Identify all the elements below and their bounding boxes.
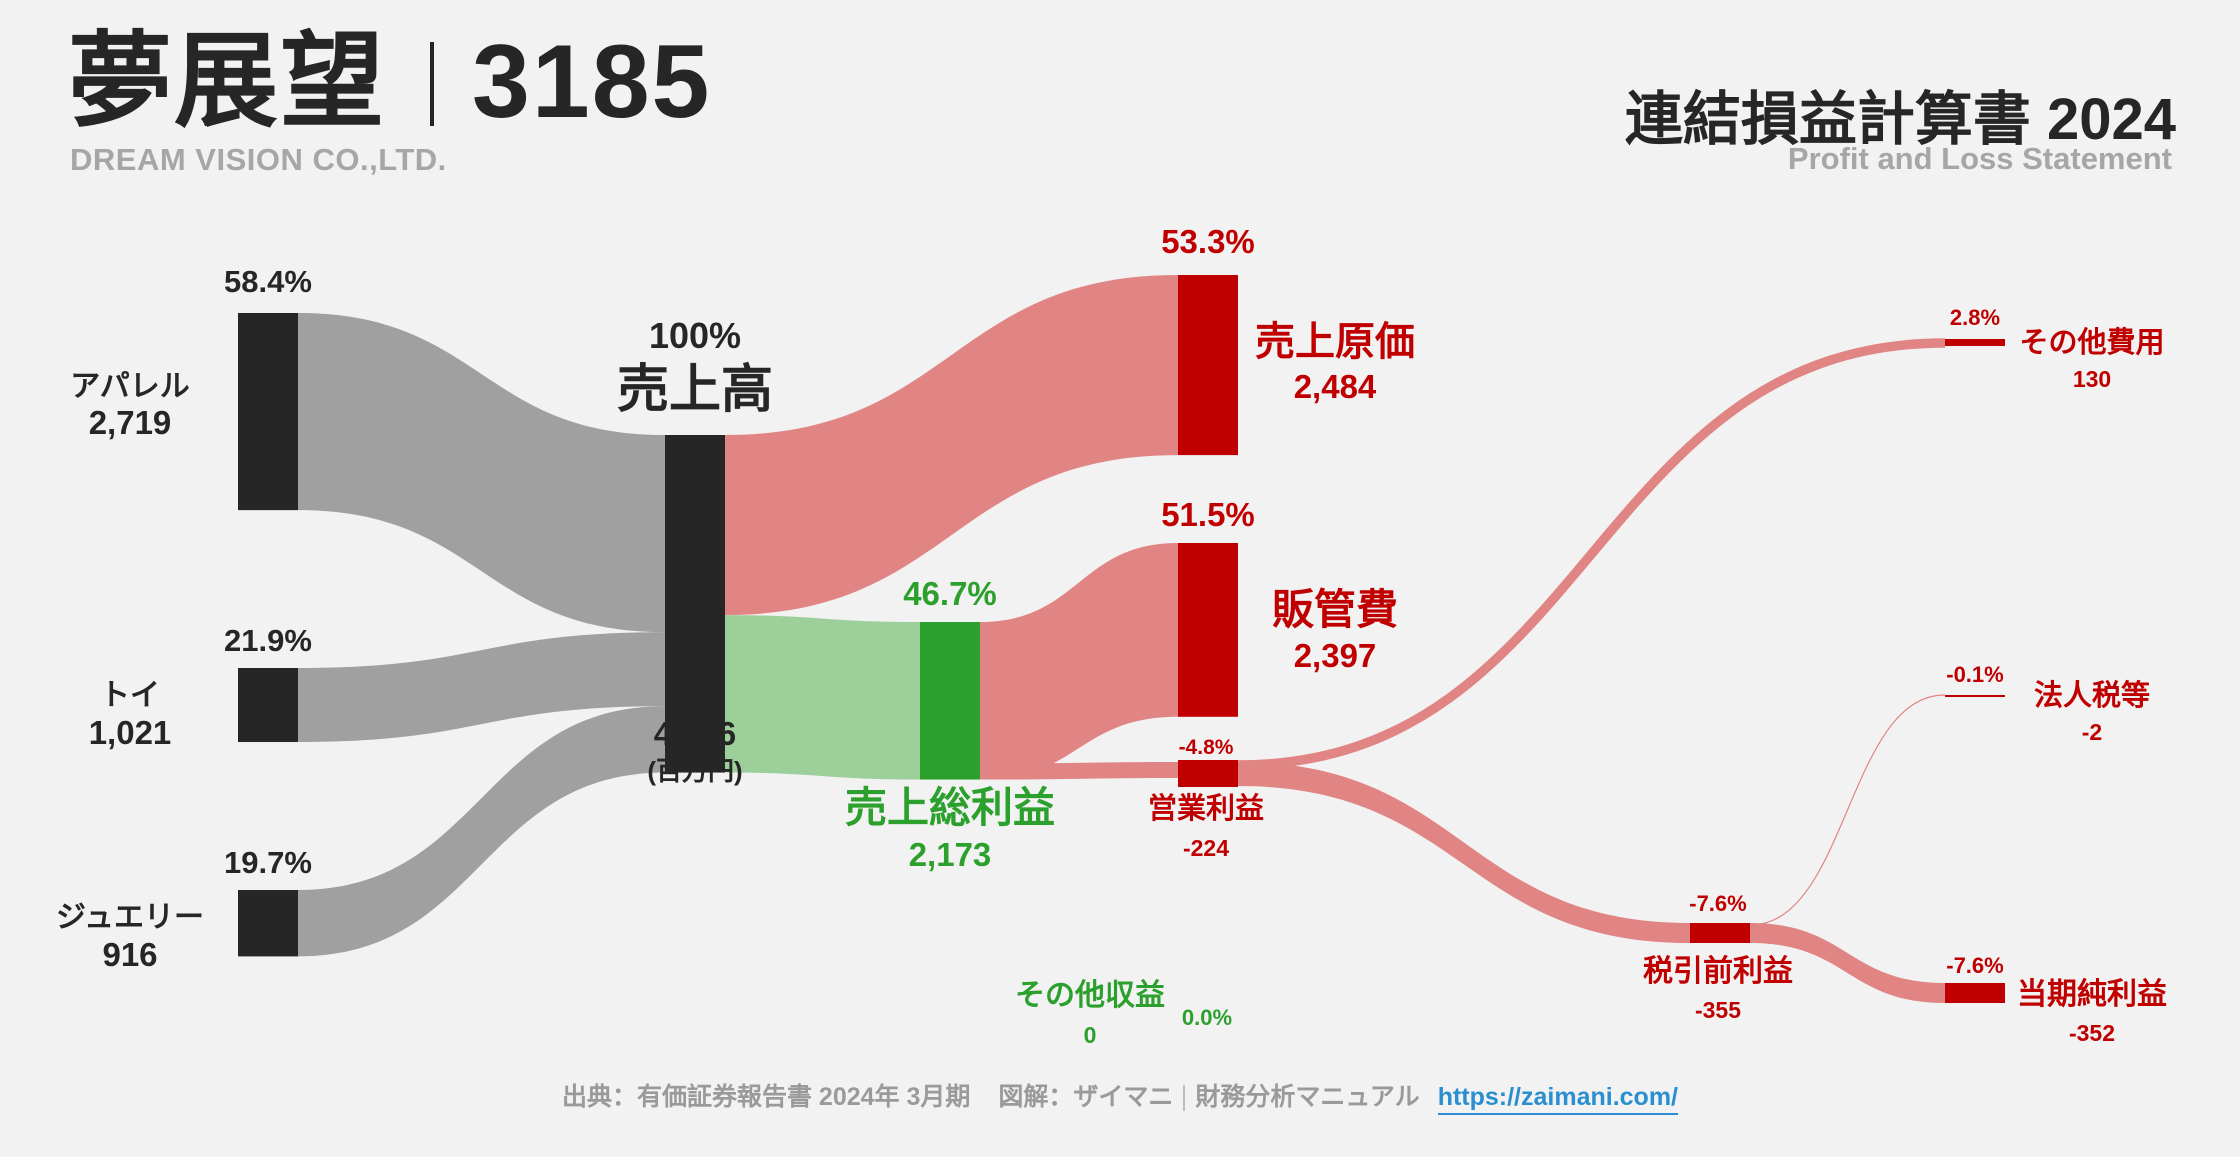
source-note: 出典：有価証券報告書 2024年 3月期 [561,1083,971,1111]
label-toy-pct: 21.9% [224,623,312,658]
node-gross-profit [920,622,980,780]
link-pretax-to-taxes [1749,694,1946,926]
label-taxes-value: -2 [2082,719,2102,745]
node-operating-income [1178,760,1238,787]
company-name-jp: 夢展望 [68,24,387,140]
label-other-income-value: 0 [1084,1022,1097,1048]
site-link[interactable]: https://zaimani.com/ [1437,1083,1678,1115]
company-name-en: DREAM VISION CO.,LTD. [70,142,447,177]
label-other-expenses-name: その他費用 [2019,326,2164,359]
ticker-code: 3185 [472,24,712,140]
label-apparel-pct: 58.4% [224,264,312,299]
label-other-expenses-pct: 2.8% [1950,305,2000,330]
label-cogs-pct: 53.3% [1161,223,1255,260]
label-net-income-value: -352 [2069,1020,2115,1046]
label-pretax-value: -355 [1695,997,1741,1023]
link-operating-to-pretax [1238,762,1690,943]
label-cogs-value: 2,484 [1294,368,1377,405]
statement-subtitle: Profit and Loss Statement [1787,141,2172,176]
label-other-income-name: その他収益 [1015,979,1165,1012]
title-divider [430,41,435,126]
label-sga-value: 2,397 [1294,637,1377,674]
flow-links [298,275,1946,1003]
link-toy-to-revenue [298,632,665,743]
label-sga-name: 販管費 [1272,586,1398,633]
label-operating-value: -224 [1183,835,1229,861]
label-toy-name: トイ [100,679,160,712]
label-revenue-value: 4,656 [654,715,737,752]
node-cogs [1178,275,1238,456]
label-operating-name: 営業利益 [1148,791,1264,825]
node-pretax-income [1690,923,1750,943]
label-unit: (百万円) [647,756,742,786]
link-revenue-to-gross-profit [725,615,920,780]
label-jewelry-name: ジュエリー [56,901,204,934]
label-revenue-pct: 100% [649,315,741,356]
label-gross-profit-value: 2,173 [909,836,992,873]
node-sga [1178,543,1238,717]
label-operating-pct: -4.8% [1179,736,1234,759]
link-operating-to-other-expenses [1237,338,1946,770]
label-gross-profit-name: 売上総利益 [845,784,1055,831]
node-other-expenses [1945,339,2005,346]
label-taxes-name: 法人税等 [2034,678,2150,712]
link-apparel-to-revenue [298,313,665,633]
label-pretax-name: 税引前利益 [1643,955,1793,988]
node-income-taxes [1945,695,2005,697]
statement-title: 連結損益計算書 2024 [1624,87,2176,152]
label-toy-value: 1,021 [89,714,172,751]
node-revenue [665,435,725,773]
node-bars [238,275,2005,1003]
footer: 出典：有価証券報告書 2024年 3月期 図解：ザイマニ 財務分析マニュアル http… [0,1077,2240,1115]
label-jewelry-value: 916 [102,936,157,973]
label-cogs-name: 売上原価 [1255,320,1415,364]
label-net-income-name: 当期純利益 [2017,977,2167,1011]
node-toy [238,668,298,743]
company-title: 夢展望 3185 [68,30,711,134]
label-other-income-pct: 0.0% [1182,1005,1232,1030]
credit-note: 図解：ザイマニ [998,1083,1174,1111]
footer-divider [1183,1085,1186,1112]
node-net-income [1945,983,2005,1003]
label-net-income-pct: -7.6% [1946,953,2003,978]
link-pretax-to-net-income [1750,923,1945,1003]
link-gross-profit-to-operating [980,762,1178,780]
node-jewelry [238,890,298,957]
link-jewelry-to-revenue [298,706,665,957]
label-apparel-value: 2,719 [89,404,172,441]
link-revenue-to-cogs [725,275,1178,616]
label-other-expenses-value: 130 [2073,366,2111,392]
node-apparel [238,313,298,511]
label-revenue-name: 売上高 [617,361,773,419]
label-taxes-pct: -0.1% [1946,662,2003,687]
site-name: 財務分析マニュアル [1195,1083,1420,1111]
link-gross-profit-to-sga [980,543,1178,780]
label-gross-profit-pct: 46.7% [903,575,997,612]
label-pretax-pct: -7.6% [1689,891,1746,916]
label-apparel-name: アパレル [70,370,189,403]
label-sga-pct: 51.5% [1161,496,1255,533]
label-jewelry-pct: 19.7% [224,845,312,880]
